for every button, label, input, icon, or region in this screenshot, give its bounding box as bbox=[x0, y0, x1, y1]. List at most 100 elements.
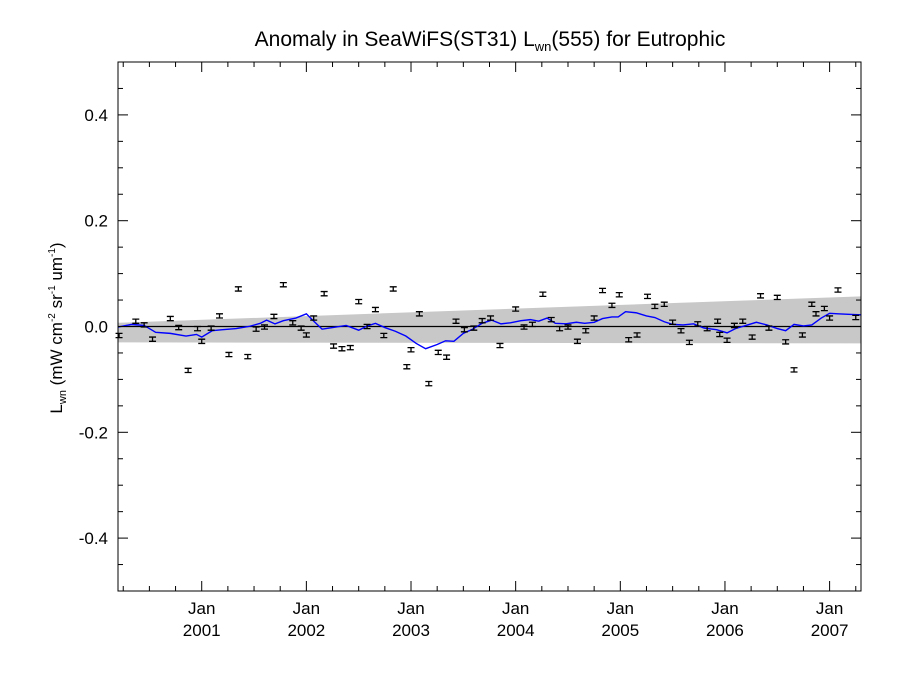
data-point-46 bbox=[539, 291, 547, 297]
data-point-6 bbox=[184, 367, 192, 374]
data-point-27 bbox=[363, 323, 371, 330]
data-point-3 bbox=[149, 336, 157, 342]
data-point-0 bbox=[115, 332, 123, 339]
data-point-23 bbox=[330, 343, 338, 349]
chart-title: Anomaly in SeaWiFS(ST31) Lwn(555) for Eu… bbox=[0, 28, 900, 54]
data-point-38 bbox=[460, 326, 468, 333]
x-tick-label-year-4: 2005 bbox=[601, 621, 639, 640]
data-point-12 bbox=[234, 286, 242, 292]
data-point-69 bbox=[730, 322, 738, 329]
data-point-13 bbox=[244, 353, 252, 360]
x-tick-label-year-5: 2006 bbox=[706, 621, 744, 640]
data-point-70 bbox=[739, 318, 747, 324]
y-tick-label-4: -0.4 bbox=[79, 529, 108, 548]
data-point-78 bbox=[808, 301, 816, 308]
data-point-28 bbox=[371, 306, 379, 313]
data-point-40 bbox=[478, 317, 486, 324]
data-point-4 bbox=[166, 315, 174, 322]
x-tick-label-month-5: Jan bbox=[711, 599, 738, 618]
data-point-33 bbox=[415, 311, 423, 317]
data-point-32 bbox=[407, 347, 415, 353]
y-tick-label-0: 0.4 bbox=[84, 106, 108, 125]
data-point-64 bbox=[694, 321, 702, 327]
x-tick-label-year-0: 2001 bbox=[183, 621, 221, 640]
data-point-37 bbox=[452, 318, 460, 324]
x-tick-label-year-6: 2007 bbox=[811, 621, 849, 640]
data-point-58 bbox=[644, 293, 652, 300]
data-point-68 bbox=[723, 337, 731, 344]
y-tick-label-3: -0.2 bbox=[79, 423, 108, 442]
data-point-79 bbox=[812, 311, 820, 317]
x-tick-label-month-2: Jan bbox=[397, 599, 424, 618]
x-tick-label-year-1: 2002 bbox=[287, 621, 325, 640]
x-tick-label-month-0: Jan bbox=[188, 599, 215, 618]
data-point-14 bbox=[252, 326, 260, 332]
x-tick-label-month-3: Jan bbox=[502, 599, 529, 618]
data-point-55 bbox=[615, 291, 623, 298]
data-point-75 bbox=[782, 339, 790, 345]
x-tick-label-year-2: 2003 bbox=[392, 621, 430, 640]
data-point-59 bbox=[651, 303, 659, 310]
data-point-29 bbox=[380, 332, 388, 339]
data-point-18 bbox=[289, 320, 297, 326]
data-point-45 bbox=[528, 321, 536, 328]
data-point-62 bbox=[677, 327, 685, 334]
data-point-19 bbox=[297, 325, 305, 331]
x-tick-label-month-1: Jan bbox=[293, 599, 320, 618]
data-point-77 bbox=[798, 332, 806, 338]
data-point-54 bbox=[608, 302, 616, 309]
data-point-20 bbox=[302, 332, 310, 338]
data-point-5 bbox=[175, 324, 183, 331]
data-point-36 bbox=[443, 354, 451, 360]
data-point-11 bbox=[225, 351, 233, 358]
data-point-26 bbox=[355, 298, 363, 305]
data-point-56 bbox=[625, 336, 633, 343]
data-point-31 bbox=[403, 363, 411, 370]
data-point-39 bbox=[470, 325, 478, 331]
data-point-73 bbox=[765, 325, 773, 331]
data-point-16 bbox=[270, 313, 278, 320]
data-point-24 bbox=[338, 345, 346, 352]
data-point-82 bbox=[834, 287, 842, 293]
data-point-22 bbox=[320, 290, 328, 297]
data-point-7 bbox=[194, 325, 202, 332]
data-point-48 bbox=[556, 325, 564, 332]
title-prefix: Anomaly in SeaWiFS(ST31) L bbox=[254, 28, 535, 51]
data-point-52 bbox=[590, 315, 598, 321]
x-tick-label-month-4: Jan bbox=[607, 599, 634, 618]
data-point-72 bbox=[757, 293, 765, 299]
data-point-17 bbox=[279, 281, 287, 288]
x-tick-label-year-3: 2004 bbox=[497, 621, 535, 640]
data-point-65 bbox=[703, 325, 711, 332]
data-point-41 bbox=[487, 315, 495, 321]
data-point-83 bbox=[852, 314, 860, 321]
data-point-25 bbox=[346, 344, 354, 351]
data-point-8 bbox=[198, 338, 206, 345]
data-point-21 bbox=[310, 315, 318, 321]
data-point-49 bbox=[564, 324, 572, 330]
data-point-53 bbox=[599, 287, 607, 294]
data-point-80 bbox=[820, 305, 828, 312]
data-point-47 bbox=[547, 316, 555, 323]
title-subscript: wn bbox=[534, 39, 552, 55]
data-point-71 bbox=[748, 334, 756, 340]
y-tick-label-2: 0.0 bbox=[84, 318, 108, 337]
data-point-43 bbox=[512, 306, 520, 312]
data-point-35 bbox=[434, 349, 442, 356]
data-point-76 bbox=[790, 367, 798, 373]
data-point-67 bbox=[716, 331, 724, 338]
data-point-44 bbox=[520, 324, 528, 330]
data-point-60 bbox=[660, 301, 668, 308]
data-point-66 bbox=[714, 318, 722, 324]
data-point-51 bbox=[582, 327, 590, 334]
data-point-42 bbox=[496, 342, 504, 349]
data-point-1 bbox=[132, 318, 140, 324]
trend-line-series bbox=[117, 310, 862, 350]
data-point-63 bbox=[685, 339, 693, 346]
data-point-74 bbox=[773, 294, 781, 301]
data-point-9 bbox=[207, 325, 215, 331]
y-tick-label-1: 0.2 bbox=[84, 212, 108, 231]
data-point-50 bbox=[573, 338, 581, 345]
data-point-30 bbox=[389, 286, 397, 292]
